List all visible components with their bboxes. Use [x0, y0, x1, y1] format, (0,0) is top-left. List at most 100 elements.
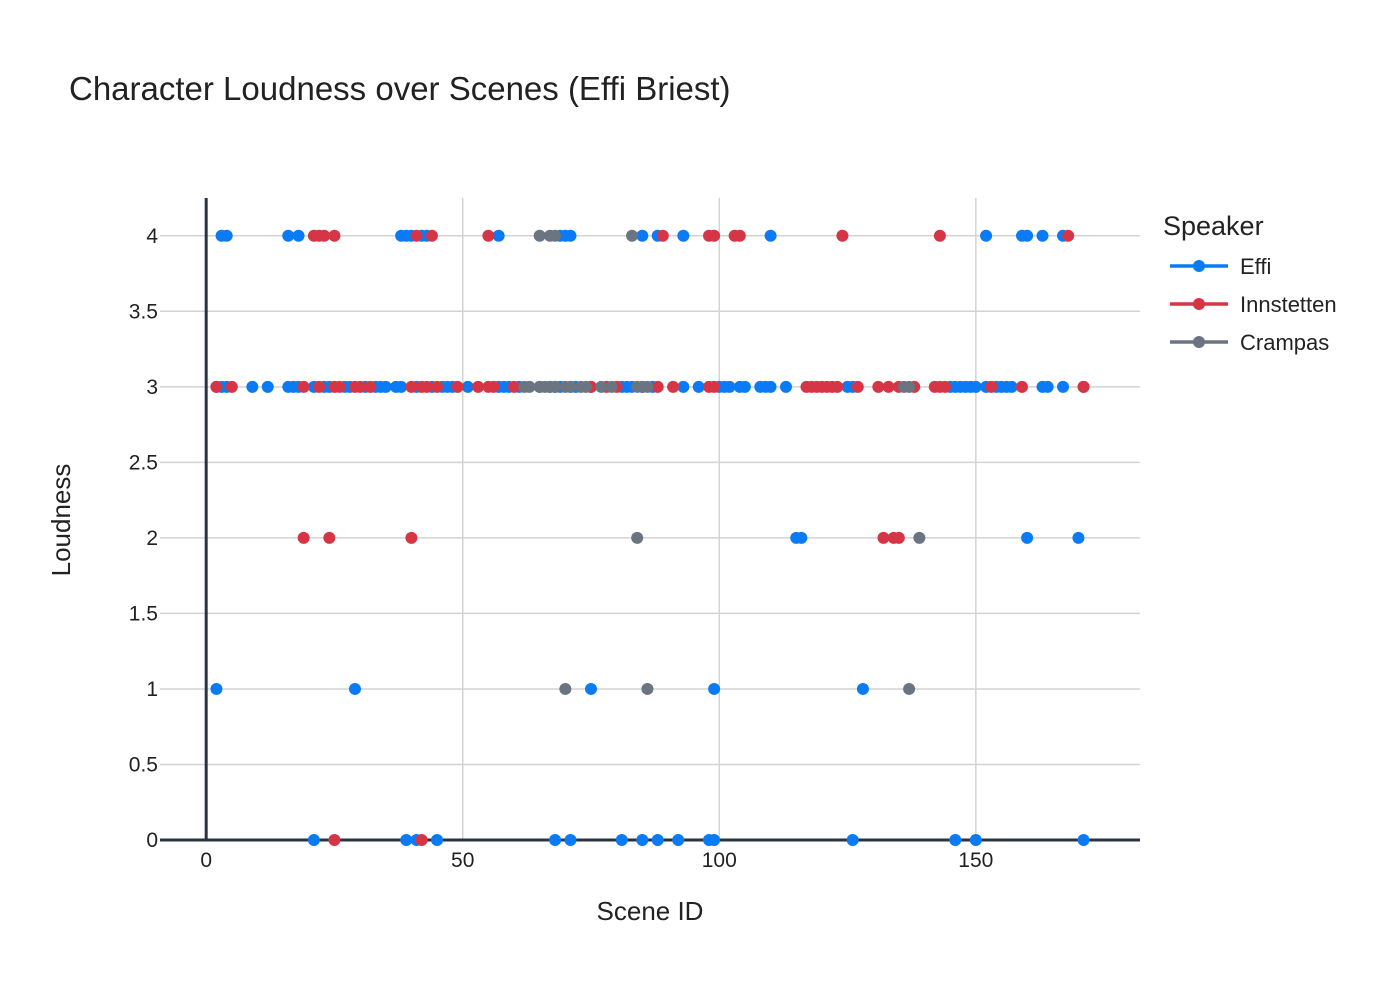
- data-point[interactable]: [405, 531, 418, 544]
- data-point[interactable]: [564, 380, 577, 393]
- data-point[interactable]: [846, 834, 859, 846]
- data-point[interactable]: [246, 380, 259, 393]
- legend-item-effi[interactable]: Effi: [1170, 254, 1271, 279]
- data-point[interactable]: [559, 682, 572, 695]
- data-point[interactable]: [420, 380, 433, 393]
- legend-item-crampas[interactable]: Crampas: [1170, 330, 1329, 355]
- data-point[interactable]: [318, 229, 331, 242]
- data-point[interactable]: [903, 682, 916, 695]
- data-point[interactable]: [431, 834, 444, 846]
- data-point[interactable]: [1077, 380, 1090, 393]
- data-point[interactable]: [354, 380, 367, 393]
- data-point[interactable]: [348, 682, 361, 695]
- data-point[interactable]: [1041, 380, 1054, 393]
- data-point[interactable]: [913, 531, 926, 544]
- data-point[interactable]: [292, 229, 305, 242]
- data-point[interactable]: [307, 834, 320, 846]
- data-point[interactable]: [939, 380, 952, 393]
- data-point[interactable]: [969, 380, 982, 393]
- data-point[interactable]: [261, 380, 274, 393]
- data-point[interactable]: [482, 229, 495, 242]
- data-point[interactable]: [708, 834, 721, 846]
- data-point[interactable]: [410, 229, 423, 242]
- data-point[interactable]: [451, 380, 464, 393]
- data-point[interactable]: [1062, 229, 1075, 242]
- data-point[interactable]: [636, 229, 649, 242]
- data-point[interactable]: [708, 229, 721, 242]
- data-point[interactable]: [472, 380, 485, 393]
- data-point[interactable]: [764, 380, 777, 393]
- data-point[interactable]: [738, 380, 751, 393]
- data-point[interactable]: [431, 380, 444, 393]
- data-point[interactable]: [779, 380, 792, 393]
- data-point[interactable]: [836, 229, 849, 242]
- data-point[interactable]: [1015, 380, 1028, 393]
- data-point[interactable]: [641, 380, 654, 393]
- data-point[interactable]: [626, 229, 639, 242]
- data-point[interactable]: [733, 229, 746, 242]
- data-point[interactable]: [667, 380, 680, 393]
- data-point[interactable]: [584, 682, 597, 695]
- data-point[interactable]: [651, 380, 664, 393]
- legend-item-innstetten[interactable]: Innstetten: [1170, 292, 1337, 317]
- data-point[interactable]: [1021, 531, 1034, 544]
- data-point[interactable]: [549, 834, 562, 846]
- data-point[interactable]: [328, 834, 341, 846]
- data-point[interactable]: [877, 531, 890, 544]
- data-point[interactable]: [677, 380, 690, 393]
- data-point[interactable]: [533, 229, 546, 242]
- legend[interactable]: Speaker Effi Innstetten Crampas: [1163, 211, 1337, 355]
- data-point[interactable]: [564, 834, 577, 846]
- data-point[interactable]: [210, 380, 223, 393]
- data-point[interactable]: [220, 229, 233, 242]
- data-point[interactable]: [636, 834, 649, 846]
- data-point[interactable]: [400, 834, 413, 846]
- legend-items[interactable]: Effi Innstetten Crampas: [1170, 254, 1337, 355]
- data-point[interactable]: [892, 531, 905, 544]
- data-point[interactable]: [323, 531, 336, 544]
- data-point[interactable]: [985, 380, 998, 393]
- data-point[interactable]: [651, 834, 664, 846]
- data-point[interactable]: [677, 229, 690, 242]
- data-point[interactable]: [672, 834, 685, 846]
- data-point[interactable]: [549, 229, 562, 242]
- data-point[interactable]: [851, 380, 864, 393]
- data-point[interactable]: [641, 682, 654, 695]
- data-point[interactable]: [1057, 380, 1070, 393]
- data-point[interactable]: [903, 380, 916, 393]
- data-point[interactable]: [831, 380, 844, 393]
- data-point[interactable]: [210, 682, 223, 695]
- data-point[interactable]: [492, 229, 505, 242]
- data-point[interactable]: [405, 380, 418, 393]
- data-point[interactable]: [328, 229, 341, 242]
- data-point[interactable]: [615, 834, 628, 846]
- data-point[interactable]: [708, 380, 721, 393]
- data-point[interactable]: [297, 380, 310, 393]
- data-point[interactable]: [415, 834, 428, 846]
- data-point[interactable]: [656, 229, 669, 242]
- data-point[interactable]: [379, 380, 392, 393]
- data-point[interactable]: [723, 380, 736, 393]
- data-point[interactable]: [1005, 380, 1018, 393]
- data-point[interactable]: [933, 229, 946, 242]
- data-point[interactable]: [856, 682, 869, 695]
- data-point[interactable]: [1072, 531, 1085, 544]
- data-point[interactable]: [692, 380, 705, 393]
- data-point[interactable]: [882, 380, 895, 393]
- data-point[interactable]: [872, 380, 885, 393]
- data-point[interactable]: [1077, 834, 1090, 846]
- data-point[interactable]: [579, 380, 592, 393]
- data-point[interactable]: [225, 380, 238, 393]
- data-point[interactable]: [969, 834, 982, 846]
- data-point[interactable]: [425, 229, 438, 242]
- data-point[interactable]: [631, 531, 644, 544]
- data-point[interactable]: [508, 380, 521, 393]
- data-point[interactable]: [605, 380, 618, 393]
- data-point[interactable]: [297, 531, 310, 544]
- data-point[interactable]: [282, 229, 295, 242]
- data-point[interactable]: [708, 682, 721, 695]
- data-point[interactable]: [795, 531, 808, 544]
- data-point[interactable]: [333, 380, 346, 393]
- data-point[interactable]: [487, 380, 500, 393]
- data-point[interactable]: [1036, 229, 1049, 242]
